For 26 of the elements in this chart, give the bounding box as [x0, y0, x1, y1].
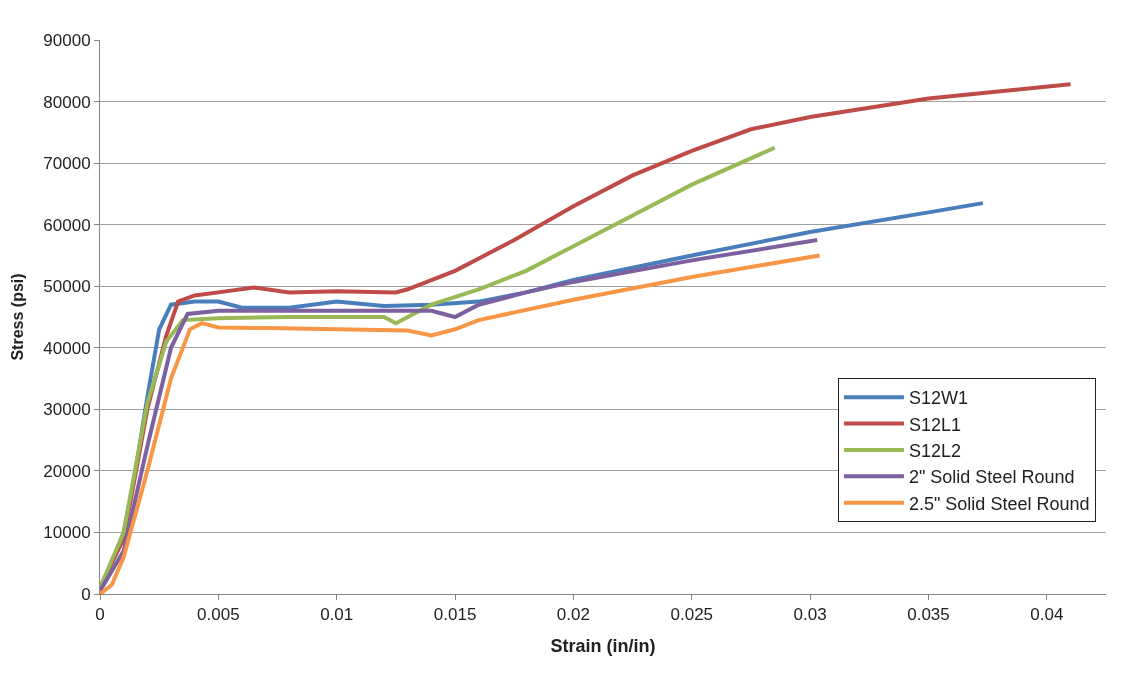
- y-tick-label: 10000: [43, 523, 91, 543]
- legend-label: 2.5" Solid Steel Round: [908, 493, 1090, 514]
- x-tick-label: 0.03: [793, 605, 827, 625]
- y-tick-label: 70000: [43, 154, 91, 174]
- x-tick-label: 0.025: [670, 605, 714, 625]
- legend-label: S12L1: [908, 414, 961, 435]
- x-tick-label: 0.01: [320, 605, 354, 625]
- legend-label: S12L2: [908, 440, 961, 461]
- legend-label: S12W1: [908, 388, 968, 409]
- x-tick-label: 0.015: [433, 605, 477, 625]
- y-tick-label: 40000: [43, 338, 91, 358]
- y-axis-title: Stress (psi): [9, 273, 27, 361]
- x-tick-label: 0: [95, 605, 105, 625]
- x-tick-label: 0.005: [197, 605, 240, 625]
- x-tick-label: 0.035: [907, 605, 950, 625]
- x-tick-label: 0.04: [1030, 605, 1064, 625]
- legend-label: 2" Solid Steel Round: [908, 467, 1075, 488]
- y-tick-label: 30000: [43, 400, 91, 420]
- x-tick-label: 0.02: [556, 605, 590, 625]
- y-tick-label: 80000: [43, 92, 91, 112]
- x-axis-title: Strain (in/in): [550, 635, 656, 656]
- y-tick-label: 60000: [43, 215, 91, 235]
- y-tick-label: 50000: [43, 277, 91, 297]
- y-tick-label: 20000: [43, 461, 91, 481]
- y-tick-label: 90000: [43, 30, 91, 50]
- y-tick-label: 0: [81, 584, 91, 604]
